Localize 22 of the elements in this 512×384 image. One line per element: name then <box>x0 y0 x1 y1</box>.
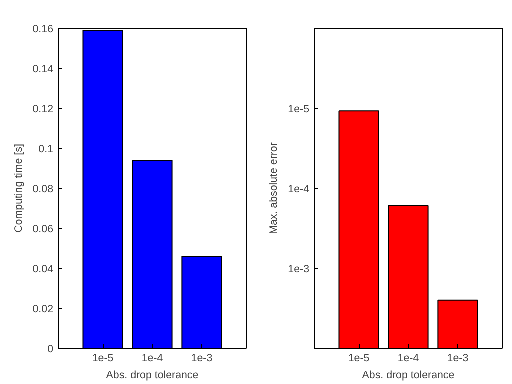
y-axis-title: Max. absolute error <box>268 142 280 234</box>
y-axis-title: Computing time [s] <box>12 144 25 233</box>
x-axis-title: Abs. drop tolerance <box>106 370 199 382</box>
y-tick-label: 1e-4 <box>288 184 310 196</box>
x-tick-label: 1e-3 <box>447 352 469 364</box>
y-tick-label: 0 <box>48 344 54 356</box>
y-tick-label: 0.16 <box>32 24 54 36</box>
y-tick-label: 1e-3 <box>288 264 310 276</box>
x-tick-label: 1e-3 <box>191 352 213 364</box>
x-tick-label: 1e-4 <box>398 352 420 364</box>
y-tick-label: 0.1 <box>38 144 54 156</box>
x-tick-label: 1e-5 <box>92 352 114 364</box>
y-tick-label: 0.06 <box>32 224 54 236</box>
x-axis-title: Abs. drop tolerance <box>362 370 455 382</box>
y-tick-label: 0.14 <box>32 64 54 76</box>
x-tick-label: 1e-5 <box>348 352 370 364</box>
y-tick-label: 0.02 <box>32 304 54 316</box>
y-tick-label: 0.04 <box>32 264 54 276</box>
y-tick-label: 0.08 <box>32 184 54 196</box>
y-tick-label: 0.12 <box>32 104 54 116</box>
y-tick-label: 1e-5 <box>288 104 310 116</box>
x-tick-label: 1e-4 <box>142 352 164 364</box>
